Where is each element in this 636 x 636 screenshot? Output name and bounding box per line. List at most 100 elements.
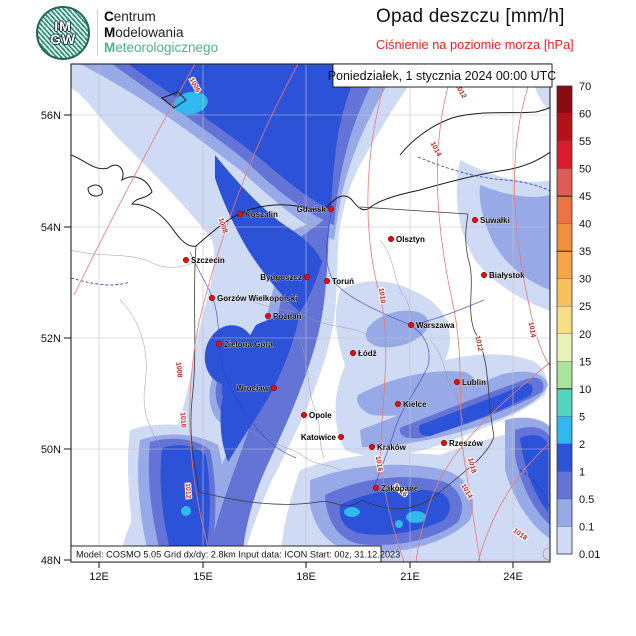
city-label: Poznań [273,312,302,321]
city-label: Wrocław [236,384,270,393]
colorbar-value-label: 5 [579,411,585,423]
colorbar-segment [557,333,572,362]
isobar-label: 1012 [183,483,191,499]
axes: 12E 15E 18E 21E 24E 56N 54N 52N 50N 48N [41,110,523,583]
isobars [73,64,550,562]
city-marker [453,378,461,386]
colorbar-value-label: 55 [579,136,591,148]
org-name: Centrum Modelowania Meteorologicznego [104,9,218,56]
city-label: Rzeszów [449,439,484,448]
city-label: Koszalin [245,210,278,219]
colorbar-segment [557,251,572,280]
colorbar-segment [557,471,572,500]
colorbar-value-label: 45 [579,191,591,203]
city-label: Lublin [462,378,486,387]
city-marker [270,384,278,392]
colorbar-value-label: 1 [579,466,585,478]
colorbar-segment [557,306,572,335]
city-marker [236,210,244,218]
city-label: Gdańsk [297,205,327,214]
city-label: Łódź [358,349,377,358]
isobar-label: 1014 [527,321,537,338]
colorbar-value-label: 60 [579,109,591,121]
city-marker [182,256,190,264]
org-line-3: Meteorologicznego [104,40,219,55]
colorbar-value-label: 50 [579,164,591,176]
colorbar-segment [557,526,572,555]
colorbar-value-label: 40 [579,219,591,231]
city-marker [407,321,415,329]
colorbar-segment [557,416,572,445]
isobar-label: 1016 [374,455,384,472]
colorbar-segment [557,498,572,527]
city-label: Katowice [301,433,337,442]
city-label: Kraków [377,443,407,452]
lon-tick-label: 24E [503,571,523,583]
city-markers: Szczecin Koszalin Gdańsk Suwałki Olsztyn Biał… [182,205,525,493]
rivers [71,156,550,506]
city-marker [303,273,311,281]
valid-time-text: Poniedziałek, 1 stycznia 2024 00:00 UTC [328,69,557,83]
colorbar-segment [557,443,572,472]
colorbar-value-label: 30 [579,274,591,286]
colorbar-segment [557,278,572,307]
city-marker [208,294,216,302]
city-marker [300,411,308,419]
city-label: Gorzów Wielkopolski [217,294,297,303]
isobar-label: 1008 [174,362,183,378]
colorbar-segment [557,86,572,115]
isobar-label: 1010 [377,288,386,305]
colorbar-value-label: 0.01 [579,549,600,561]
city-marker [349,349,357,357]
city-marker [264,312,272,320]
coastline [71,91,550,247]
precip-layer-2 [174,91,426,528]
lon-tick-label: 21E [400,571,420,583]
colorbar-segment [557,168,572,197]
city-label: Olsztyn [396,235,425,244]
city-label: Białystok [489,271,525,280]
city-marker [372,484,380,492]
colorbar-value-label: 25 [579,301,591,313]
lat-tick-label: 52N [41,333,61,345]
colorbar-value-label: 10 [579,384,591,396]
city-label: Szczecin [191,256,225,265]
colorbar-value-label: 15 [579,356,591,368]
org-line-1: Centrum [104,9,156,24]
city-marker [387,235,395,243]
model-info-box: Model: COSMO 5.05 Grid dx/dy: 2.8km Inpu… [70,545,400,563]
header-separator [97,10,98,56]
city-label: Opole [309,411,332,420]
imgw-logo-text-top: IM [54,18,72,34]
colorbar-value-label: 2 [579,439,585,451]
colorbar-value-label: 35 [579,246,591,258]
city-marker [215,340,223,348]
city-label: Warszawa [416,321,455,330]
city-label: Zielona Góra [224,340,273,349]
org-line-2: Modelowania [104,24,184,40]
colorbar-segment [557,223,572,252]
page-title: Opad deszczu [mm/h] [376,6,565,27]
model-info-text: Model: COSMO 5.05 Grid dx/dy: 2.8km Inpu… [76,550,400,560]
city-marker [394,400,402,408]
lon-tick-label: 12E [89,571,109,583]
lon-tick-label: 15E [193,571,213,583]
lat-tick-label: 54N [41,222,61,234]
isobar-label: 1010 [178,412,186,428]
page-subtitle: Ciśnienie na poziomie morza [hPa] [376,37,574,52]
city-label: Zakopane [381,484,419,493]
city-marker [323,277,331,285]
city-marker [368,443,376,451]
city-marker [480,271,488,279]
lat-tick-label: 48N [41,555,61,567]
colorbar-value-label: 0.1 [579,521,594,533]
city-marker [471,216,479,224]
city-marker [337,433,345,441]
imgw-logo-text-bottom: GW [49,31,77,47]
colorbar-frame [556,85,573,555]
title-block: Opad deszczu [mm/h] Ciśnienie na poziomi… [376,6,574,52]
lon-tick-label: 18E [296,571,316,583]
national-borders [71,206,495,510]
city-label: Kielce [403,400,427,409]
